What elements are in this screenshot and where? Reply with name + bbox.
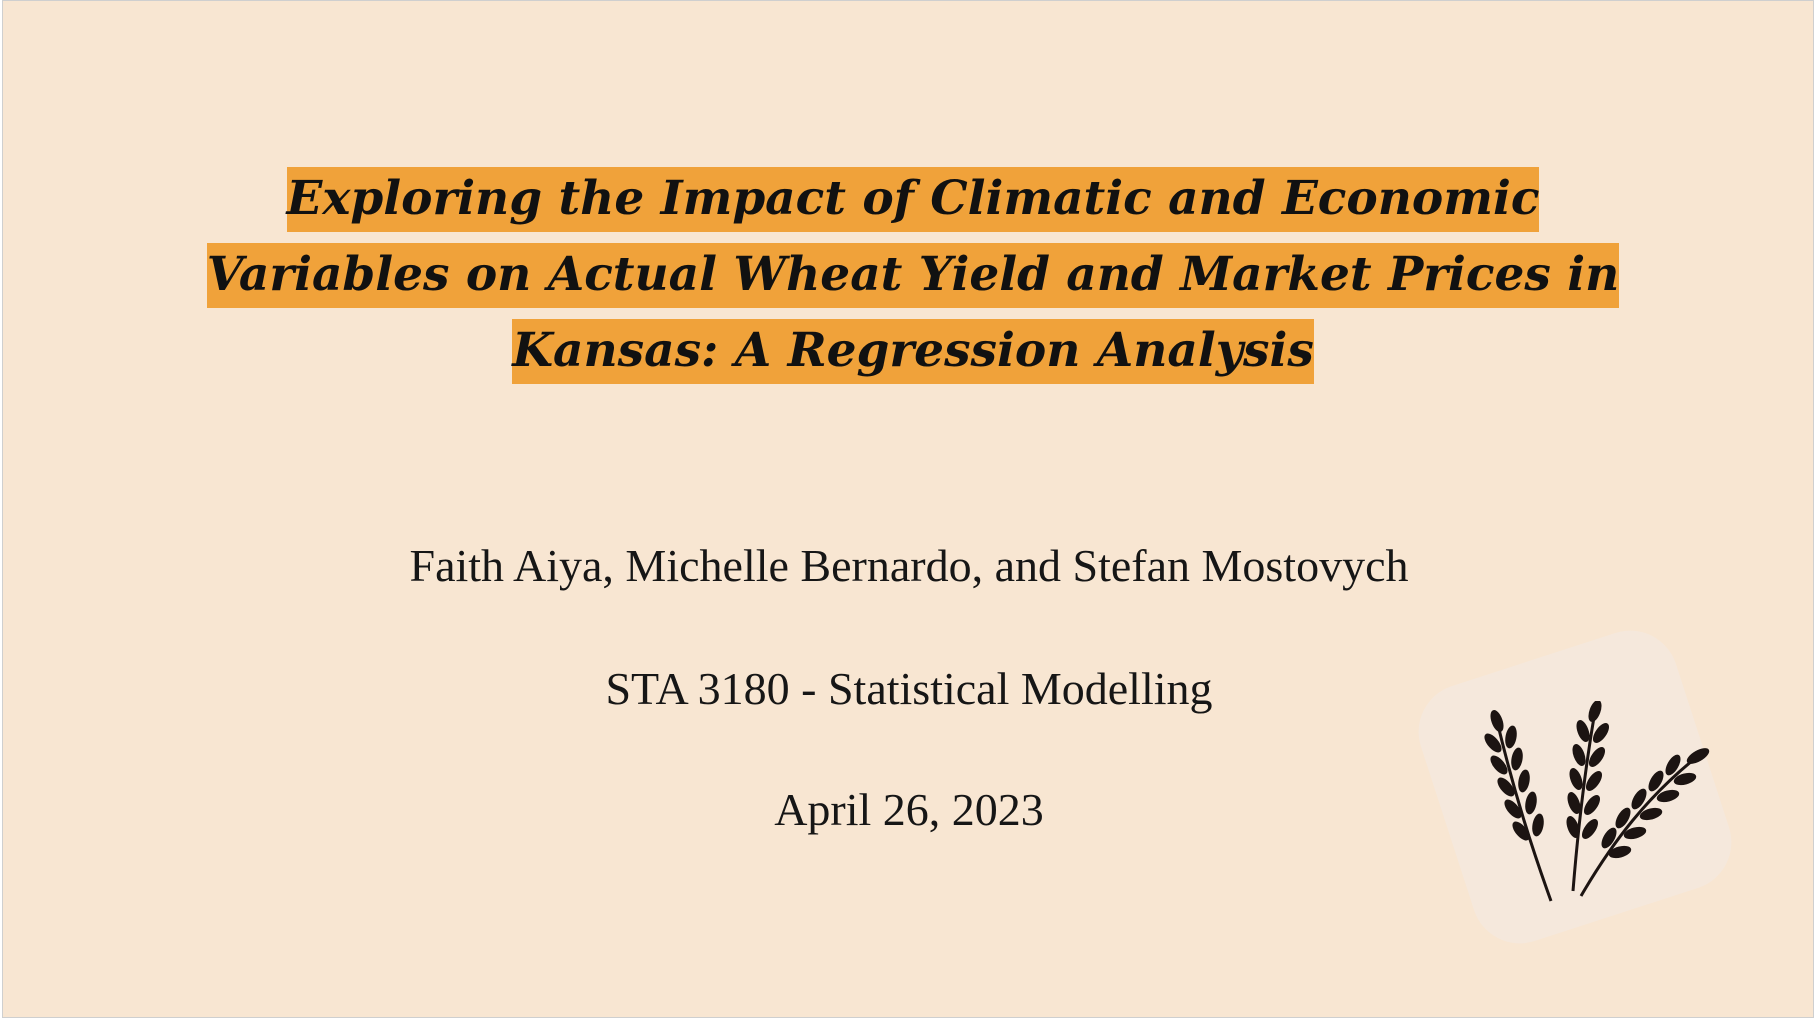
- wheat-icon: [1484, 701, 1710, 902]
- course-line: STA 3180 - Statistical Modelling: [605, 663, 1213, 714]
- slide-title: Exploring the Impact of Climatic and Eco…: [183, 161, 1643, 389]
- authors-line: Faith Aiya, Michelle Bernardo, and Stefa…: [409, 540, 1409, 591]
- date-line: April 26, 2023: [774, 784, 1044, 835]
- title-highlight: Exploring the Impact of Climatic and Eco…: [206, 167, 1620, 384]
